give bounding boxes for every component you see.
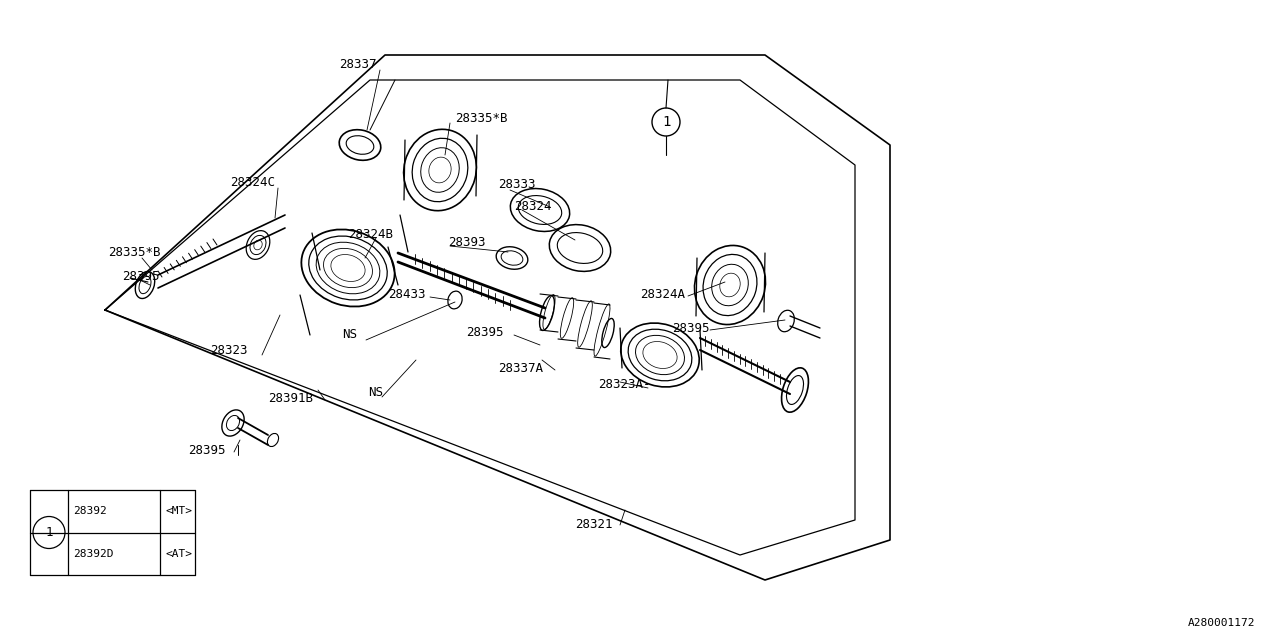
Text: 28433: 28433 [388, 287, 425, 301]
Text: 28324B: 28324B [348, 228, 393, 241]
Text: NS: NS [369, 387, 383, 399]
Text: <AT>: <AT> [165, 548, 192, 559]
Text: 28321: 28321 [575, 518, 613, 531]
Text: 28395: 28395 [188, 444, 225, 456]
Text: 1: 1 [45, 526, 52, 539]
Text: 28392D: 28392D [73, 548, 114, 559]
Text: 28337: 28337 [339, 58, 376, 72]
Text: 28391B: 28391B [268, 392, 314, 404]
Text: 28393: 28393 [448, 236, 485, 248]
Text: 28323A-: 28323A- [598, 378, 650, 392]
Text: 28337A: 28337A [498, 362, 543, 374]
Text: 28395: 28395 [672, 321, 709, 335]
Text: 28324: 28324 [515, 200, 552, 214]
Text: 28335*B: 28335*B [108, 246, 160, 259]
Text: 28335*B: 28335*B [454, 111, 507, 125]
Text: 28392: 28392 [73, 506, 106, 516]
Text: <MT>: <MT> [165, 506, 192, 516]
Text: 28323: 28323 [210, 344, 247, 356]
Text: A280001172: A280001172 [1188, 618, 1254, 628]
Text: 28324C: 28324C [230, 177, 275, 189]
Text: 1: 1 [662, 115, 671, 129]
Text: 28324A: 28324A [640, 287, 685, 301]
Text: 28395: 28395 [122, 269, 160, 282]
Text: 28395: 28395 [466, 326, 503, 339]
Text: 28333: 28333 [498, 179, 535, 191]
Text: NS: NS [342, 328, 357, 342]
